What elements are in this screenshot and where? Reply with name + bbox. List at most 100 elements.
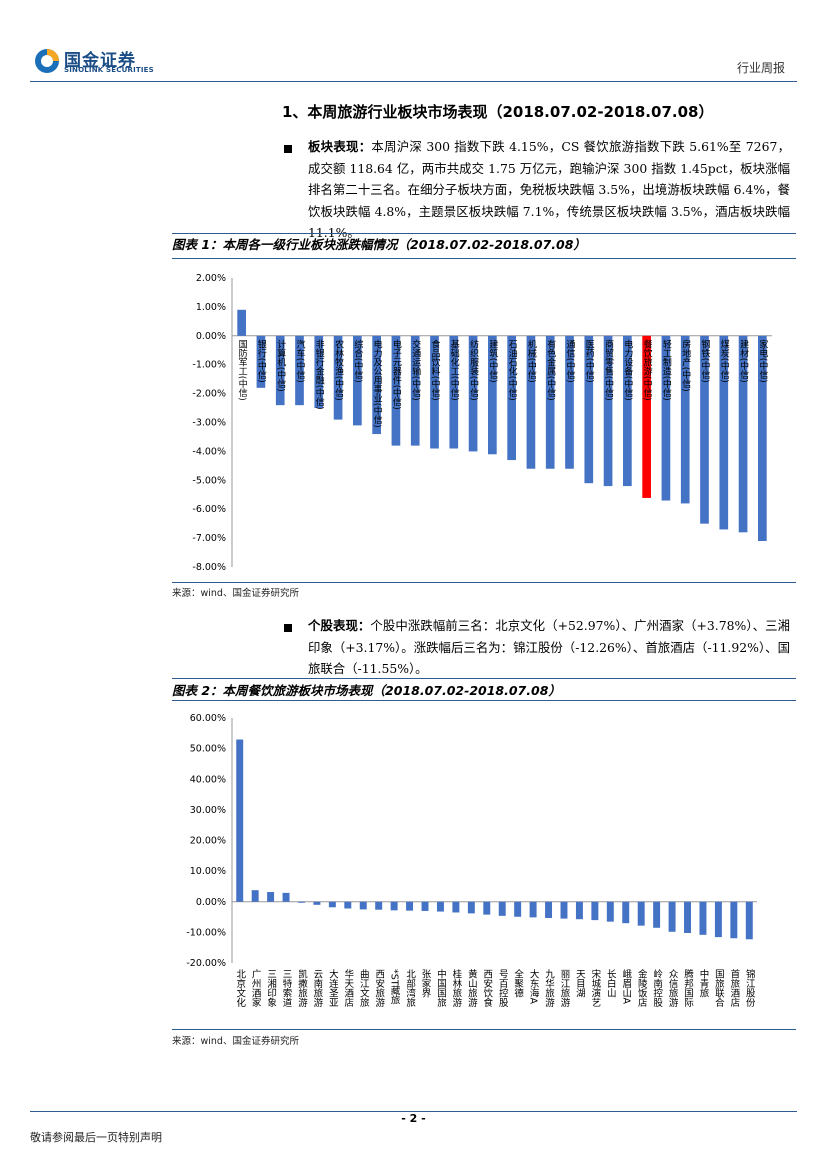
y-tick-label: 50.00%	[190, 744, 226, 755]
figure2-title-rule	[172, 700, 796, 701]
category-label: 电力及公用事业(中信)	[372, 339, 383, 428]
bar	[298, 901, 305, 903]
category-label: 纺织服装(中信)	[468, 339, 479, 401]
y-tick-label: -7.00%	[192, 533, 226, 544]
category-label: 九华旅游	[543, 968, 555, 1008]
bar	[468, 335, 478, 452]
category-label: 煤炭(中信)	[719, 339, 730, 383]
bar	[467, 901, 475, 914]
bar	[452, 901, 460, 913]
category-label: 交通运输(中信)	[410, 339, 421, 401]
stock-performance-label: 个股表现：	[308, 618, 371, 633]
bar	[738, 335, 748, 533]
category-label: 建筑(中信)	[487, 339, 498, 383]
category-label: 腾邦国际	[682, 968, 694, 1008]
category-label: 房地产(中信)	[680, 339, 691, 392]
y-tick-label: 0.00%	[196, 897, 226, 908]
bar	[314, 335, 324, 409]
bar	[514, 901, 522, 917]
y-tick-label: 60.00%	[190, 713, 226, 724]
y-tick-label: 0.00%	[196, 331, 226, 342]
figure1-title: 图表 1：本周各一级行业板块涨跌幅情况（2018.07.02-2018.07.0…	[172, 237, 586, 252]
bar	[436, 901, 444, 912]
figure1-bottom-rule	[172, 582, 796, 583]
y-tick-label: -4.00%	[192, 446, 226, 457]
bar	[699, 901, 707, 935]
sector-performance-paragraph: 板块表现：本周沪深 300 指数下跌 4.15%，CS 餐饮旅游指数下跌 5.6…	[308, 136, 790, 244]
bullet-icon	[284, 145, 292, 153]
figure2-top-rule	[172, 678, 796, 679]
bar	[410, 335, 420, 446]
bar	[406, 901, 414, 911]
bar	[668, 901, 676, 932]
category-label: 西安饮食	[481, 969, 493, 1008]
y-tick-label: -10.00%	[186, 927, 226, 938]
bar	[256, 335, 266, 388]
category-label: 北京文化	[234, 969, 246, 1008]
bar	[359, 901, 367, 910]
sector-performance-text: 本周沪深 300 指数下跌 4.15%，CS 餐饮旅游指数下跌 5.61%至 7…	[308, 139, 791, 240]
category-label: 餐饮旅游(中信)	[642, 339, 653, 401]
category-label: 长白山	[605, 968, 617, 997]
bar	[391, 335, 401, 446]
category-label: 国旅联合	[713, 969, 725, 1008]
bar	[282, 892, 290, 902]
bar	[375, 901, 383, 910]
bar	[603, 335, 613, 487]
bar	[488, 335, 497, 455]
category-label: 众信旅游	[667, 969, 679, 1008]
bar	[575, 901, 583, 920]
category-label: 基础化工(中信)	[449, 339, 460, 401]
bar	[507, 335, 516, 461]
bar	[353, 335, 362, 426]
bar	[449, 335, 459, 449]
category-label: 大东海A	[528, 968, 540, 1004]
bar	[295, 335, 304, 406]
bar	[606, 901, 614, 922]
category-label: 张家界	[420, 969, 432, 998]
logo-chinese-name: 国金证券	[64, 51, 136, 71]
figure2-chart-svg: 60.00% 50.00% 40.00% 30.00% 20.00% 10.00% 0.00…	[186, 713, 757, 1008]
category-label: 银行(中信)	[256, 339, 267, 383]
y-tick-label: 2.00%	[196, 273, 226, 284]
category-label: 全聚德	[512, 968, 524, 998]
category-label: 国防军工(中信)	[237, 340, 248, 401]
category-label: 机械(中信)	[526, 339, 537, 383]
figure2-bottom-rule	[172, 1029, 796, 1030]
category-label: 中国国旅	[435, 968, 447, 1008]
bar	[390, 901, 398, 911]
sector-performance-label: 板块表现：	[308, 139, 372, 154]
page-number: - 2 -	[401, 1112, 426, 1125]
category-label: 家电(中信)	[757, 339, 768, 383]
bar	[526, 335, 536, 469]
figure1-top-rule	[172, 233, 796, 234]
category-label: 钢铁(中信)	[700, 339, 711, 383]
category-label: 计算机(中信)	[275, 339, 286, 392]
y-tick-label: -3.00%	[192, 418, 226, 429]
figure2-chart: 60.00% 50.00% 40.00% 30.00% 20.00% 10.00% 0.00…	[172, 702, 796, 1028]
bar	[700, 335, 709, 524]
category-label: 天目湖	[574, 969, 586, 998]
bar	[236, 739, 244, 902]
category-label: 有色金属(中信)	[545, 339, 556, 401]
bar	[344, 901, 352, 909]
footer-divider	[30, 1111, 797, 1112]
category-label: 商贸零售(中信)	[603, 339, 614, 401]
category-label: 大连圣亚	[327, 968, 339, 1007]
y-tick-label: -20.00%	[186, 958, 226, 969]
category-label: 黄山旅游	[466, 968, 478, 1008]
bar	[372, 335, 381, 435]
category-label: 电力设备(中信)	[622, 339, 633, 401]
figure2-source: 来源：wind、国金证券研究所	[172, 1036, 299, 1047]
category-label: 中青旅	[697, 968, 709, 998]
bar	[529, 901, 537, 918]
y-tick-label: 10.00%	[190, 866, 226, 877]
category-label: 建材(中信)	[738, 339, 749, 383]
category-label: 综合(中信)	[352, 339, 363, 383]
sinolink-logo-icon	[35, 49, 59, 73]
bar	[328, 901, 336, 908]
stock-performance-paragraph: 个股表现：个股中涨跌幅前三名：北京文化（+52.97%）、广州酒家（+3.78%…	[308, 615, 790, 680]
y-tick-label: 20.00%	[190, 836, 226, 847]
category-label: 广州酒家	[250, 968, 262, 1007]
bar	[333, 335, 343, 420]
